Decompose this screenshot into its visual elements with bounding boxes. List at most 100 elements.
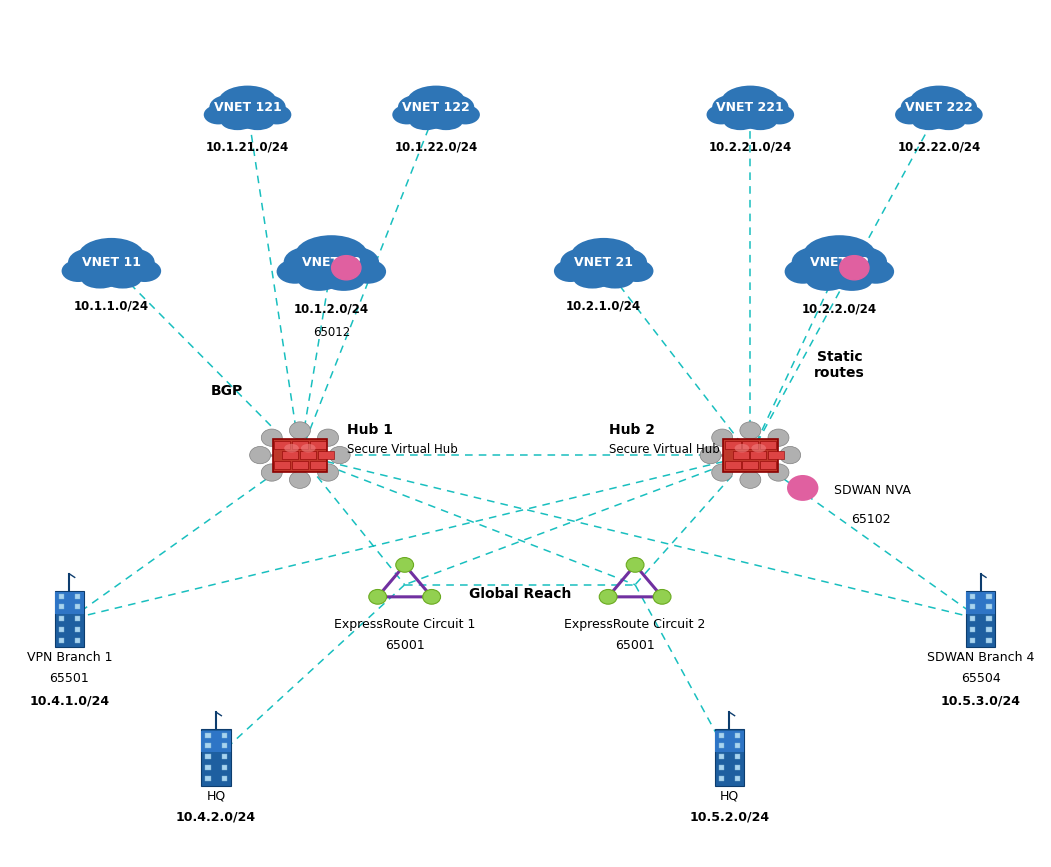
FancyBboxPatch shape xyxy=(310,461,326,469)
Ellipse shape xyxy=(350,259,386,284)
FancyBboxPatch shape xyxy=(723,439,778,472)
Ellipse shape xyxy=(392,105,421,124)
FancyBboxPatch shape xyxy=(75,594,80,599)
Ellipse shape xyxy=(791,247,838,277)
FancyBboxPatch shape xyxy=(719,766,724,770)
FancyBboxPatch shape xyxy=(735,777,740,781)
FancyBboxPatch shape xyxy=(300,451,316,459)
Ellipse shape xyxy=(262,105,291,124)
Ellipse shape xyxy=(298,270,339,291)
Ellipse shape xyxy=(560,249,602,277)
Text: ExpressRoute Circuit 1: ExpressRoute Circuit 1 xyxy=(334,618,475,631)
Ellipse shape xyxy=(744,114,777,130)
FancyBboxPatch shape xyxy=(59,594,64,599)
FancyBboxPatch shape xyxy=(59,627,64,632)
Ellipse shape xyxy=(284,247,329,277)
Ellipse shape xyxy=(953,105,983,124)
FancyBboxPatch shape xyxy=(75,638,80,643)
FancyBboxPatch shape xyxy=(735,754,740,759)
Ellipse shape xyxy=(209,95,246,120)
FancyBboxPatch shape xyxy=(274,441,290,449)
FancyBboxPatch shape xyxy=(222,743,227,747)
Text: 10.1.22.0/24: 10.1.22.0/24 xyxy=(394,140,478,153)
Circle shape xyxy=(289,422,310,439)
Ellipse shape xyxy=(895,105,924,124)
Text: 10.5.3.0/24: 10.5.3.0/24 xyxy=(941,694,1021,707)
FancyBboxPatch shape xyxy=(735,733,740,738)
FancyBboxPatch shape xyxy=(75,627,80,632)
Circle shape xyxy=(262,464,283,481)
Ellipse shape xyxy=(941,95,977,120)
Ellipse shape xyxy=(574,270,612,289)
FancyBboxPatch shape xyxy=(222,754,227,759)
Text: 10.5.2.0/24: 10.5.2.0/24 xyxy=(689,811,769,824)
Ellipse shape xyxy=(62,260,95,282)
Text: 65504: 65504 xyxy=(961,673,1001,686)
FancyBboxPatch shape xyxy=(986,604,992,610)
FancyBboxPatch shape xyxy=(719,777,724,781)
Text: 10.2.2.0/24: 10.2.2.0/24 xyxy=(802,303,877,316)
Circle shape xyxy=(653,590,671,604)
FancyBboxPatch shape xyxy=(750,451,766,459)
Ellipse shape xyxy=(303,261,360,289)
FancyBboxPatch shape xyxy=(725,461,741,469)
Ellipse shape xyxy=(249,95,286,120)
Text: Secure Virtual Hub: Secure Virtual Hub xyxy=(347,443,458,456)
FancyBboxPatch shape xyxy=(966,591,995,648)
FancyBboxPatch shape xyxy=(274,461,290,469)
Ellipse shape xyxy=(753,95,788,120)
Ellipse shape xyxy=(323,270,365,291)
FancyBboxPatch shape xyxy=(715,729,744,786)
FancyBboxPatch shape xyxy=(966,592,995,614)
Text: 65102: 65102 xyxy=(851,512,890,525)
Ellipse shape xyxy=(571,238,637,274)
Ellipse shape xyxy=(430,114,462,130)
Circle shape xyxy=(780,447,801,464)
Text: 10.2.21.0/24: 10.2.21.0/24 xyxy=(708,140,792,153)
Circle shape xyxy=(712,464,733,481)
FancyBboxPatch shape xyxy=(986,616,992,621)
Text: VPN Branch 1: VPN Branch 1 xyxy=(26,651,112,664)
FancyBboxPatch shape xyxy=(735,743,740,747)
Ellipse shape xyxy=(554,260,588,282)
Text: ExpressRoute Circuit 2: ExpressRoute Circuit 2 xyxy=(564,618,706,631)
FancyBboxPatch shape xyxy=(55,591,84,648)
FancyBboxPatch shape xyxy=(719,754,724,759)
Text: VNET 221: VNET 221 xyxy=(717,101,784,114)
Text: 10.1.21.0/24: 10.1.21.0/24 xyxy=(206,140,289,153)
FancyBboxPatch shape xyxy=(55,592,84,614)
Text: 10.2.22.0/24: 10.2.22.0/24 xyxy=(898,140,981,153)
Circle shape xyxy=(289,471,310,488)
Ellipse shape xyxy=(407,86,466,117)
FancyBboxPatch shape xyxy=(202,729,231,786)
Text: 10.1.1.0/24: 10.1.1.0/24 xyxy=(74,299,149,312)
FancyBboxPatch shape xyxy=(292,461,308,469)
FancyBboxPatch shape xyxy=(970,627,975,632)
Circle shape xyxy=(787,475,819,501)
Text: Hub 1: Hub 1 xyxy=(347,422,393,436)
FancyBboxPatch shape xyxy=(205,777,210,781)
FancyBboxPatch shape xyxy=(75,616,80,621)
Ellipse shape xyxy=(85,262,138,286)
FancyBboxPatch shape xyxy=(742,461,759,469)
Ellipse shape xyxy=(451,105,480,124)
Ellipse shape xyxy=(721,86,780,117)
Circle shape xyxy=(740,471,761,488)
Circle shape xyxy=(262,429,283,447)
Ellipse shape xyxy=(241,114,274,130)
Circle shape xyxy=(329,447,350,464)
FancyBboxPatch shape xyxy=(970,638,975,643)
Ellipse shape xyxy=(596,270,634,289)
FancyBboxPatch shape xyxy=(292,441,308,449)
Text: VNET 222: VNET 222 xyxy=(905,101,973,114)
FancyBboxPatch shape xyxy=(59,604,64,610)
Ellipse shape xyxy=(577,262,631,286)
Ellipse shape xyxy=(605,249,647,277)
Ellipse shape xyxy=(276,259,313,284)
FancyBboxPatch shape xyxy=(719,733,724,738)
Ellipse shape xyxy=(398,95,434,120)
FancyBboxPatch shape xyxy=(202,731,231,752)
Ellipse shape xyxy=(284,444,298,453)
Ellipse shape xyxy=(295,235,368,275)
Ellipse shape xyxy=(78,238,145,274)
